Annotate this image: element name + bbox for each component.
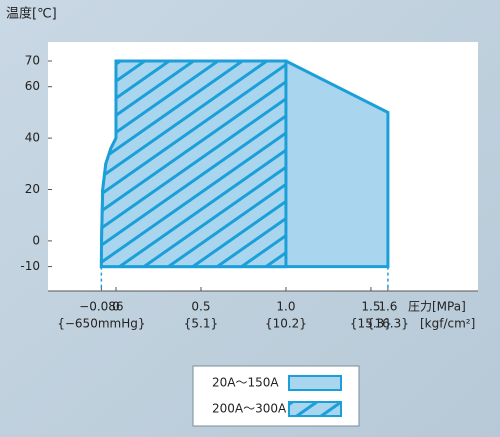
- x-tick-label: 1.0: [276, 300, 295, 314]
- x-tick-sublabel: {5.1}: [184, 317, 218, 331]
- legend-swatch: [288, 401, 342, 417]
- y-tick-label: -10: [20, 259, 40, 273]
- x-tick-label: 1.5: [361, 300, 380, 314]
- x-axis-label: 圧力[MPa]: [408, 300, 466, 314]
- y-tick-label: 70: [25, 54, 40, 68]
- x-tick-label: 0: [112, 300, 120, 314]
- x-tick-sublabel: {−650mmHg}: [57, 317, 145, 331]
- y-tick-label: 0: [32, 233, 40, 247]
- x-tick-sublabel: {10.2}: [265, 317, 307, 331]
- y-tick-label: 60: [25, 79, 40, 93]
- region: [99, 59, 288, 269]
- x-tick-label: −0.086: [79, 300, 123, 314]
- y-tick-label: 40: [25, 131, 40, 145]
- legend-swatch: [288, 375, 342, 391]
- y-axis-label: 温度[℃]: [6, 6, 57, 22]
- x-tick-sublabel: {16.3}: [367, 317, 409, 331]
- x-tick-label: 1.6: [378, 300, 397, 314]
- x-tick-sublabel: {15.3}: [350, 317, 392, 331]
- legend-label: 20A～150A: [212, 376, 279, 390]
- y-tick-label: 20: [25, 182, 40, 196]
- x-tick-label: 0.5: [191, 300, 210, 314]
- legend-label: 200A～300A: [212, 402, 287, 416]
- x-axis-label-unit: [kgf/cm²]: [420, 317, 475, 331]
